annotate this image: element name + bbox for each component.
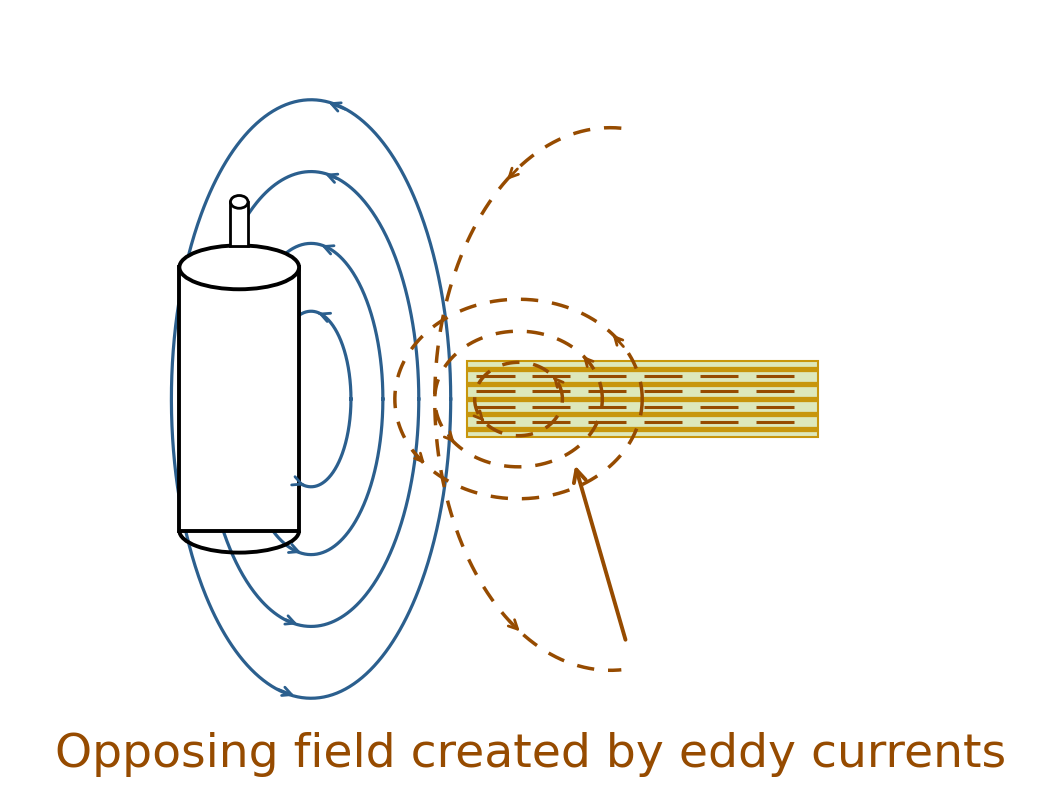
Text: Opposing field created by eddy currents: Opposing field created by eddy currents <box>55 732 1006 776</box>
Ellipse shape <box>179 245 299 289</box>
FancyBboxPatch shape <box>230 202 248 246</box>
Ellipse shape <box>230 196 248 208</box>
FancyBboxPatch shape <box>467 361 818 437</box>
FancyBboxPatch shape <box>179 267 299 531</box>
